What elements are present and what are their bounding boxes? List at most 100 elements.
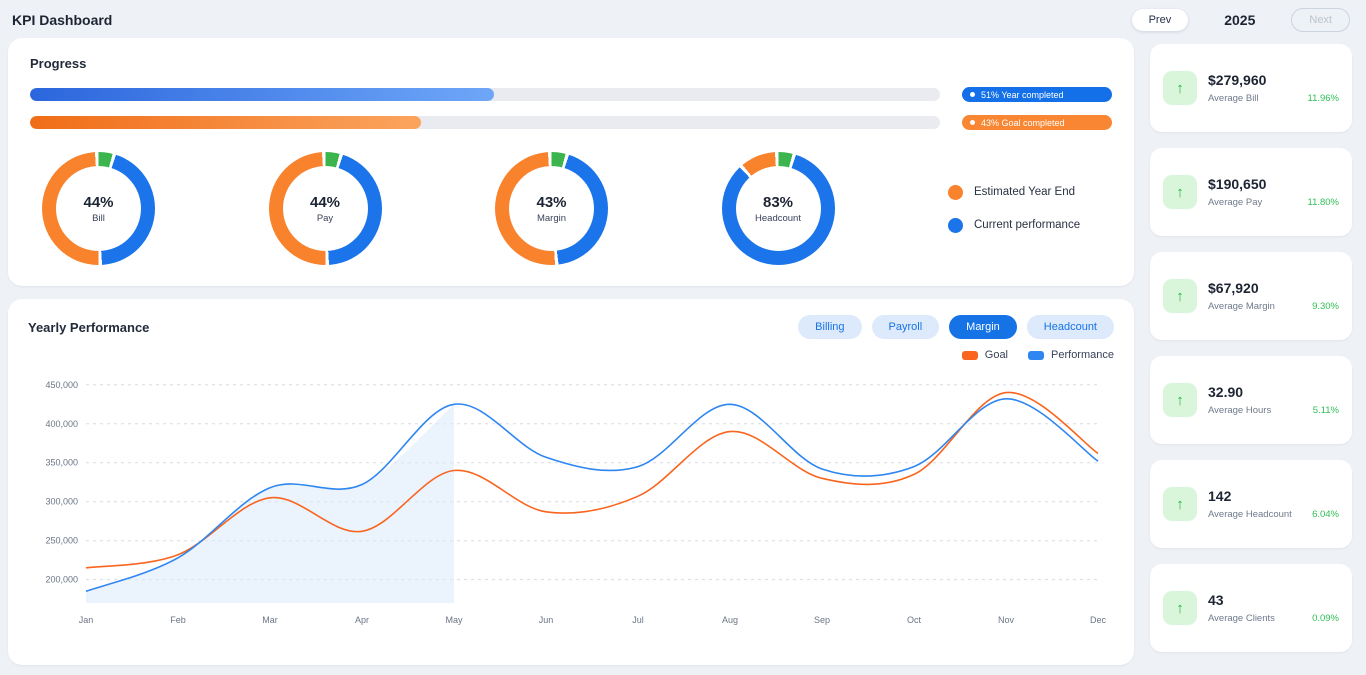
left-column: Progress 51% Year completed 43% Goal comp… <box>8 38 1134 665</box>
stats-sidebar: ↑ $279,960 Average Bill 11.96% ↑ $190,650 Aver… <box>1150 38 1352 665</box>
progress-bar-badge-label: 43% Goal completed <box>981 117 1065 128</box>
svg-text:400,000: 400,000 <box>45 419 78 429</box>
stat-delta: 5.11% <box>1312 405 1339 416</box>
stat-body: $279,960 Average Bill 11.96% <box>1208 72 1339 104</box>
stat-card: ↑ 32.90 Average Hours 5.11% <box>1150 356 1352 444</box>
legend-label: Current performance <box>974 219 1081 231</box>
svg-text:Nov: Nov <box>998 615 1015 625</box>
tab-headcount[interactable]: Headcount <box>1026 315 1114 339</box>
stat-body: 32.90 Average Hours 5.11% <box>1208 384 1339 416</box>
donut-percent: 43% <box>536 193 567 211</box>
main-layout: Progress 51% Year completed 43% Goal comp… <box>0 32 1366 665</box>
stat-body: 43 Average Clients 0.09% <box>1208 592 1339 624</box>
progress-bar-badge: 43% Goal completed <box>962 115 1112 130</box>
stat-label: Average Bill <box>1208 93 1259 104</box>
stat-delta: 0.09% <box>1312 613 1339 624</box>
prev-button[interactable]: Prev <box>1131 9 1189 31</box>
stat-delta: 11.80% <box>1307 197 1339 208</box>
stat-card: ↑ $67,920 Average Margin 9.30% <box>1150 252 1352 340</box>
up-arrow-icon: ↑ <box>1163 279 1197 313</box>
metric-tabs: Billing Payroll Margin Headcount <box>798 315 1114 339</box>
stat-body: 142 Average Headcount 6.04% <box>1208 488 1339 520</box>
svg-text:Aug: Aug <box>722 615 738 625</box>
donut-percent: 44% <box>309 193 341 211</box>
stat-value: $279,960 <box>1208 72 1267 88</box>
svg-text:450,000: 450,000 <box>45 380 78 390</box>
svg-text:250,000: 250,000 <box>45 536 78 546</box>
chart-area: 200,000 250,000 300,000 350,000 400,000 450,0… <box>28 363 1114 636</box>
progress-bar-badge: 51% Year completed <box>962 87 1112 102</box>
stat-value: 32.90 <box>1208 384 1244 400</box>
svg-text:Jun: Jun <box>539 615 554 625</box>
legend-swatch-icon <box>1028 350 1045 360</box>
donut-label: Pay <box>316 212 334 224</box>
page-title: KPI Dashboard <box>12 12 113 28</box>
svg-text:May: May <box>445 615 463 625</box>
tab-margin[interactable]: Margin <box>949 315 1017 339</box>
stat-delta: 11.96% <box>1307 93 1339 104</box>
year-navigation: Prev 2025 Next <box>1131 8 1350 32</box>
donut-row: 44% Bill 44% Pay 43% Margin 83% Headcount Estima… <box>30 152 1112 265</box>
performance-card: Yearly Performance Billing Payroll Margin H… <box>8 299 1134 665</box>
progress-bars: 51% Year completed 43% Goal completed <box>30 87 1112 130</box>
progress-bar-badge-label: 51% Year completed <box>981 89 1064 100</box>
stat-card: ↑ 142 Average Headcount 6.04% <box>1150 460 1352 548</box>
stat-card: ↑ 43 Average Clients 0.09% <box>1150 564 1352 652</box>
progress-bar-row: 43% Goal completed <box>30 115 1112 130</box>
next-button[interactable]: Next <box>1291 8 1350 32</box>
stat-card: ↑ $190,650 Average Pay 11.80% <box>1150 148 1352 236</box>
chart-legend-label: Goal <box>984 349 1009 361</box>
stat-label: Average Margin <box>1208 301 1275 312</box>
stat-body: $190,650 Average Pay 11.80% <box>1208 176 1339 208</box>
svg-text:Mar: Mar <box>262 615 278 625</box>
stat-label: Average Pay <box>1208 197 1263 208</box>
svg-text:350,000: 350,000 <box>45 458 78 468</box>
donut-label: Bill <box>92 212 105 224</box>
donut-center: 83% Headcount <box>735 166 821 251</box>
stat-delta: 9.30% <box>1312 301 1339 312</box>
stat-value: 43 <box>1208 592 1224 608</box>
donut-label: Margin <box>536 212 567 224</box>
goal-line <box>85 391 1099 569</box>
tab-billing[interactable]: Billing <box>798 315 862 339</box>
progress-card: Progress 51% Year completed 43% Goal comp… <box>8 38 1134 286</box>
performance-title: Yearly Performance <box>28 319 150 335</box>
donut-chart-bill: 44% Bill <box>42 152 155 265</box>
progress-bar-fill <box>30 116 422 129</box>
tab-payroll[interactable]: Payroll <box>871 315 940 339</box>
legend-dot-icon <box>948 217 963 233</box>
performance-header: Yearly Performance Billing Payroll Margin H… <box>28 315 1114 339</box>
dot-icon <box>970 120 975 125</box>
donut-percent: 44% <box>83 193 114 211</box>
progress-bar-track <box>30 88 940 101</box>
legend-dot-icon <box>948 184 963 200</box>
svg-text:Jan: Jan <box>79 615 94 625</box>
stat-card: ↑ $279,960 Average Bill 11.96% <box>1150 44 1352 132</box>
progress-bar-fill <box>30 88 495 101</box>
stat-label: Average Clients <box>1208 613 1275 624</box>
chart-legend-item: Goal <box>961 349 1009 361</box>
chart-legend-item: Performance <box>1028 349 1114 361</box>
donut-chart-pay: 44% Pay <box>268 152 382 265</box>
donut-legend: Estimated Year End Current performance <box>948 184 1100 233</box>
stat-body: $67,920 Average Margin 9.30% <box>1208 280 1339 312</box>
svg-text:Oct: Oct <box>907 615 922 625</box>
svg-text:200,000: 200,000 <box>45 575 78 585</box>
donut-label: Headcount <box>755 212 801 224</box>
up-arrow-icon: ↑ <box>1163 487 1197 521</box>
legend-swatch-icon <box>961 350 978 360</box>
svg-text:Jul: Jul <box>632 615 644 625</box>
progress-bar-track <box>30 116 940 129</box>
performance-line-chart: 200,000 250,000 300,000 350,000 400,000 450,0… <box>45 380 1106 625</box>
progress-title: Progress <box>30 56 87 71</box>
up-arrow-icon: ↑ <box>1163 175 1197 209</box>
donut-legend-item: Current performance <box>948 217 1100 233</box>
stat-value: 142 <box>1208 488 1232 504</box>
up-arrow-icon: ↑ <box>1163 383 1197 417</box>
svg-text:Feb: Feb <box>170 615 186 625</box>
performance-line <box>85 397 1099 593</box>
stat-label: Average Headcount <box>1208 509 1292 520</box>
svg-text:Apr: Apr <box>355 615 369 625</box>
chart-legend-label: Performance <box>1051 349 1114 361</box>
shaded-area <box>86 404 454 603</box>
